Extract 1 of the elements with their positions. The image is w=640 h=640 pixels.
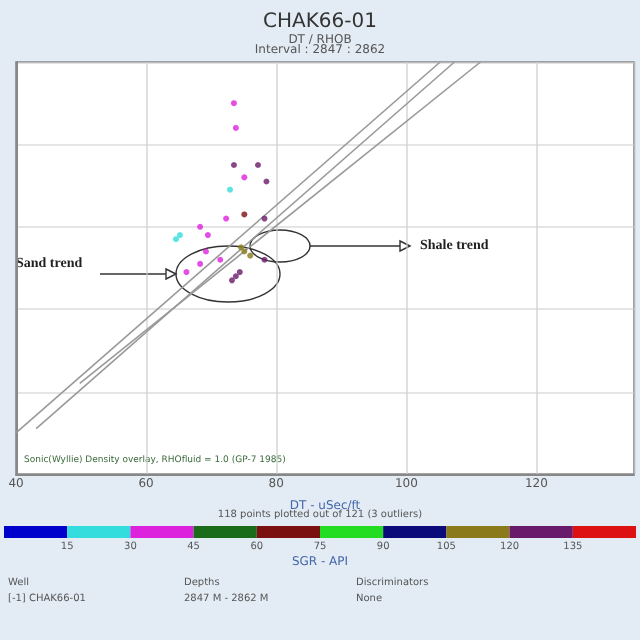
chart-title: CHAK66-01: [263, 11, 377, 33]
